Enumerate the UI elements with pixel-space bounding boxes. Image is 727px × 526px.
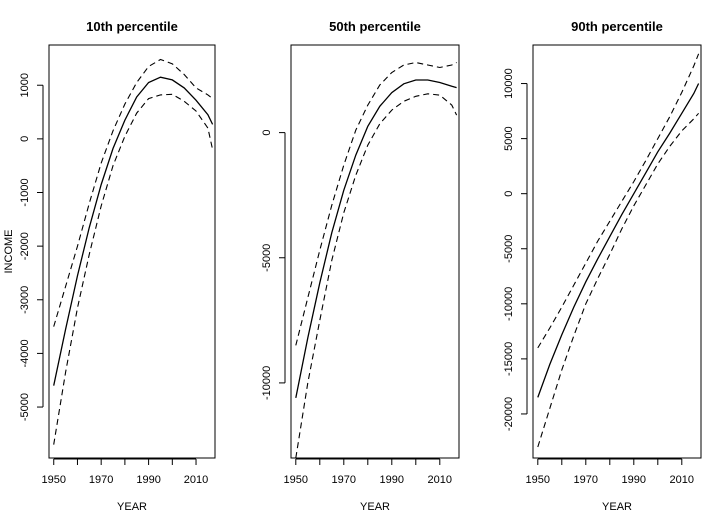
y-tick-label: -10000: [503, 287, 515, 321]
y-tick-label: -5000: [19, 393, 31, 421]
y-tick-label: -2000: [19, 232, 31, 260]
plot-frame: [48, 44, 216, 459]
x-tick-label: 2010: [184, 474, 208, 486]
series-line-upper: [537, 53, 700, 349]
y-tick-label: -5000: [261, 244, 273, 272]
y-tick-label: -3000: [19, 286, 31, 314]
plot-frame: [532, 44, 702, 459]
x-axis-label: YEAR: [602, 501, 632, 513]
series-line-fit: [53, 76, 214, 386]
y-tick-label: -5000: [503, 235, 515, 263]
x-tick-label: 1950: [284, 474, 308, 486]
y-tick-label: -15000: [503, 342, 515, 376]
x-tick-label: 1950: [526, 474, 550, 486]
panel-title: 50th percentile: [329, 19, 421, 34]
y-tick-label: -20000: [503, 397, 515, 431]
y-tick-label: 0: [261, 130, 273, 136]
y-axis-label: INCOME: [3, 230, 15, 274]
series-line-upper: [53, 58, 213, 327]
y-tick-label: 5000: [503, 126, 515, 150]
x-tick-label: 1970: [332, 474, 356, 486]
x-axis-label: YEAR: [117, 501, 147, 513]
x-axis-label: YEAR: [360, 501, 390, 513]
x-tick-label: 2010: [428, 474, 452, 486]
x-tick-label: 1970: [574, 474, 598, 486]
y-tick-label: 1000: [19, 73, 31, 97]
x-tick-label: 2010: [670, 474, 694, 486]
y-tick-label: -4000: [19, 339, 31, 367]
series-line-lower: [537, 112, 700, 448]
y-tick-label: -10000: [261, 366, 273, 400]
x-tick-label: 1950: [42, 474, 66, 486]
series-line-fit: [537, 83, 700, 398]
panel-10th-percentile: 10th percentile YEAR INCOME 1950 1970 1990…: [3, 19, 216, 513]
series-line-lower: [53, 93, 214, 445]
series-line-upper: [295, 61, 457, 346]
panel-90th-percentile: 90th percentile YEAR 1950 1970 1990 2010 -20…: [503, 19, 702, 513]
y-tick-label: 0: [19, 136, 31, 142]
y-tick-label: -1000: [19, 178, 31, 206]
panel-title: 90th percentile: [571, 19, 663, 34]
y-tick-label: 10000: [503, 68, 515, 99]
series-line-lower: [295, 93, 458, 459]
plot-frame: [290, 44, 460, 459]
panel-50th-percentile: 50th percentile YEAR 1950 1970 1990 2010 -10…: [261, 19, 460, 513]
y-tick-label: 0: [503, 191, 515, 197]
series-line-fit: [295, 79, 457, 399]
x-tick-label: 1990: [136, 474, 160, 486]
x-tick-label: 1970: [89, 474, 113, 486]
panel-title: 10th percentile: [86, 19, 178, 34]
x-tick-label: 1990: [622, 474, 646, 486]
x-tick-label: 1990: [380, 474, 404, 486]
